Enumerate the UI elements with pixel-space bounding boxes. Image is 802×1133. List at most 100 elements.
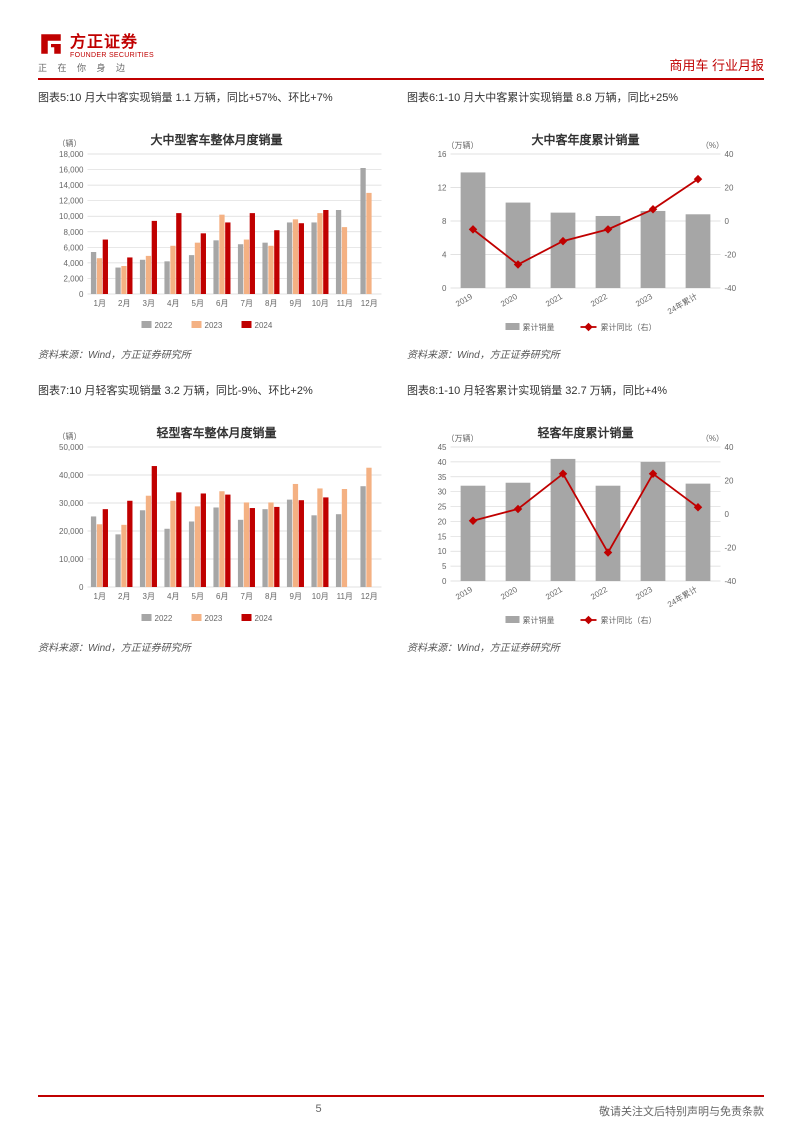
svg-text:20: 20 <box>725 477 734 486</box>
svg-text:30,000: 30,000 <box>59 499 84 508</box>
svg-text:16,000: 16,000 <box>59 166 84 175</box>
svg-text:20: 20 <box>725 184 734 193</box>
svg-text:12月: 12月 <box>361 299 378 308</box>
svg-text:10,000: 10,000 <box>59 555 84 564</box>
svg-text:9月: 9月 <box>290 592 302 601</box>
chart5-caption: 图表5:10 月大中客实现销量 1.1 万辆，同比+57%、环比+7% <box>38 90 395 124</box>
svg-text:2,000: 2,000 <box>63 274 84 283</box>
svg-text:9月: 9月 <box>290 299 302 308</box>
svg-text:4月: 4月 <box>167 299 179 308</box>
svg-text:（万辆）: （万辆） <box>447 140 479 150</box>
svg-text:0: 0 <box>442 577 447 586</box>
logo-en: FOUNDER SECURITIES <box>70 52 154 59</box>
svg-text:6月: 6月 <box>216 299 228 308</box>
svg-text:2022: 2022 <box>155 614 173 623</box>
svg-text:5月: 5月 <box>192 592 204 601</box>
svg-text:轻型客车整体月度销量: 轻型客车整体月度销量 <box>156 425 276 440</box>
svg-text:8,000: 8,000 <box>63 228 84 237</box>
svg-text:2月: 2月 <box>118 592 130 601</box>
svg-text:累计销量: 累计销量 <box>523 322 555 332</box>
svg-text:3月: 3月 <box>143 299 155 308</box>
svg-text:累计同比（右）: 累计同比（右） <box>601 322 657 332</box>
svg-text:11月: 11月 <box>337 592 353 601</box>
svg-text:8: 8 <box>442 217 447 226</box>
page-number: 5 <box>315 1103 321 1119</box>
svg-text:18,000: 18,000 <box>59 150 84 159</box>
svg-text:（辆）: （辆） <box>58 431 82 441</box>
svg-text:25: 25 <box>438 503 447 512</box>
svg-text:大中客年度累计销量: 大中客年度累计销量 <box>531 132 639 147</box>
footer-rule <box>38 1095 764 1097</box>
chart8-cell: 图表8:1-10 月轻客累计实现销量 32.7 万辆，同比+4% 轻客年度累计销… <box>407 383 764 668</box>
svg-text:4: 4 <box>442 251 447 260</box>
founder-logo-icon <box>38 31 64 57</box>
svg-text:16: 16 <box>438 150 447 159</box>
page-header: 方正证券 FOUNDER SECURITIES 正 在 你 身 边 商用车 行业… <box>38 28 764 80</box>
svg-text:2023: 2023 <box>205 614 223 623</box>
chart7: 轻型客车整体月度销量 0 10,000 20,000 30,000 40,000 50,00… <box>38 423 395 633</box>
svg-text:7月: 7月 <box>241 299 253 308</box>
svg-text:10,000: 10,000 <box>59 212 84 221</box>
svg-text:12: 12 <box>438 184 447 193</box>
svg-text:轻客年度累计销量: 轻客年度累计销量 <box>537 425 633 440</box>
chart8-source: 资料来源：Wind，方正证券研究所 <box>407 639 764 654</box>
chart7-source: 资料来源：Wind，方正证券研究所 <box>38 639 395 654</box>
chart5-source: 资料来源：Wind，方正证券研究所 <box>38 346 395 361</box>
header-category: 商用车 行业月报 <box>669 55 764 74</box>
svg-text:45: 45 <box>438 443 447 452</box>
svg-text:5月: 5月 <box>192 299 204 308</box>
svg-text:30: 30 <box>438 488 447 497</box>
chart5-cell: 图表5:10 月大中客实现销量 1.1 万辆，同比+57%、环比+7% 大中型客… <box>38 90 395 375</box>
svg-text:12,000: 12,000 <box>59 197 84 206</box>
svg-text:3月: 3月 <box>143 592 155 601</box>
svg-text:5: 5 <box>442 562 447 571</box>
svg-text:6,000: 6,000 <box>63 243 84 252</box>
svg-text:20,000: 20,000 <box>59 527 84 536</box>
svg-text:6月: 6月 <box>216 592 228 601</box>
logo-tagline: 正 在 你 身 边 <box>38 61 154 74</box>
svg-text:0: 0 <box>442 284 447 293</box>
page-footer: 5 敬请关注文后特别声明与免责条款 <box>38 1103 764 1119</box>
svg-text:0: 0 <box>725 510 730 519</box>
svg-text:累计销量: 累计销量 <box>523 615 555 625</box>
svg-text:14,000: 14,000 <box>59 181 84 190</box>
footer-disclaimer: 敬请关注文后特别声明与免责条款 <box>599 1103 764 1119</box>
chart6-caption: 图表6:1-10 月大中客累计实现销量 8.8 万辆，同比+25% <box>407 90 764 124</box>
chart6-cell: 图表6:1-10 月大中客累计实现销量 8.8 万辆，同比+25% 大中客年度累… <box>407 90 764 375</box>
svg-text:50,000: 50,000 <box>59 443 84 452</box>
svg-text:11月: 11月 <box>337 299 353 308</box>
svg-text:-40: -40 <box>725 284 737 293</box>
svg-text:10: 10 <box>438 547 447 556</box>
svg-text:大中型客车整体月度销量: 大中型客车整体月度销量 <box>150 132 282 147</box>
svg-text:1月: 1月 <box>94 299 106 308</box>
svg-text:15: 15 <box>438 532 447 541</box>
svg-text:2月: 2月 <box>118 299 130 308</box>
logo-block: 方正证券 FOUNDER SECURITIES 正 在 你 身 边 <box>38 28 154 74</box>
svg-text:40,000: 40,000 <box>59 471 84 480</box>
svg-text:（%）: （%） <box>701 141 724 150</box>
chart7-caption: 图表7:10 月轻客实现销量 3.2 万辆，同比-9%、环比+2% <box>38 383 395 417</box>
svg-text:0: 0 <box>79 290 84 299</box>
svg-text:4月: 4月 <box>167 592 179 601</box>
svg-text:2024: 2024 <box>255 614 273 623</box>
chart8: 轻客年度累计销量051015202530354045-40-2002040（万辆… <box>407 423 764 633</box>
svg-text:40: 40 <box>725 150 734 159</box>
svg-text:累计同比（右）: 累计同比（右） <box>601 615 657 625</box>
chart6-source: 资料来源：Wind，方正证券研究所 <box>407 346 764 361</box>
svg-text:35: 35 <box>438 473 447 482</box>
svg-text:2022: 2022 <box>155 321 173 330</box>
svg-text:（万辆）: （万辆） <box>447 433 479 443</box>
svg-text:4,000: 4,000 <box>63 259 84 268</box>
logo-cn: 方正证券 <box>70 28 154 52</box>
svg-text:-40: -40 <box>725 577 737 586</box>
svg-text:0: 0 <box>79 583 84 592</box>
svg-text:2023: 2023 <box>205 321 223 330</box>
svg-text:40: 40 <box>438 458 447 467</box>
svg-text:10月: 10月 <box>312 592 329 601</box>
svg-text:-20: -20 <box>725 251 737 260</box>
chart-grid: 图表5:10 月大中客实现销量 1.1 万辆，同比+57%、环比+7% 大中型客… <box>38 90 764 668</box>
svg-text:（%）: （%） <box>701 434 724 443</box>
svg-text:2024: 2024 <box>255 321 273 330</box>
chart8-caption: 图表8:1-10 月轻客累计实现销量 32.7 万辆，同比+4% <box>407 383 764 417</box>
chart5: 大中型客车整体月度销量 0 2,000 4,000 6,000 8,000 10,000 12… <box>38 130 395 340</box>
